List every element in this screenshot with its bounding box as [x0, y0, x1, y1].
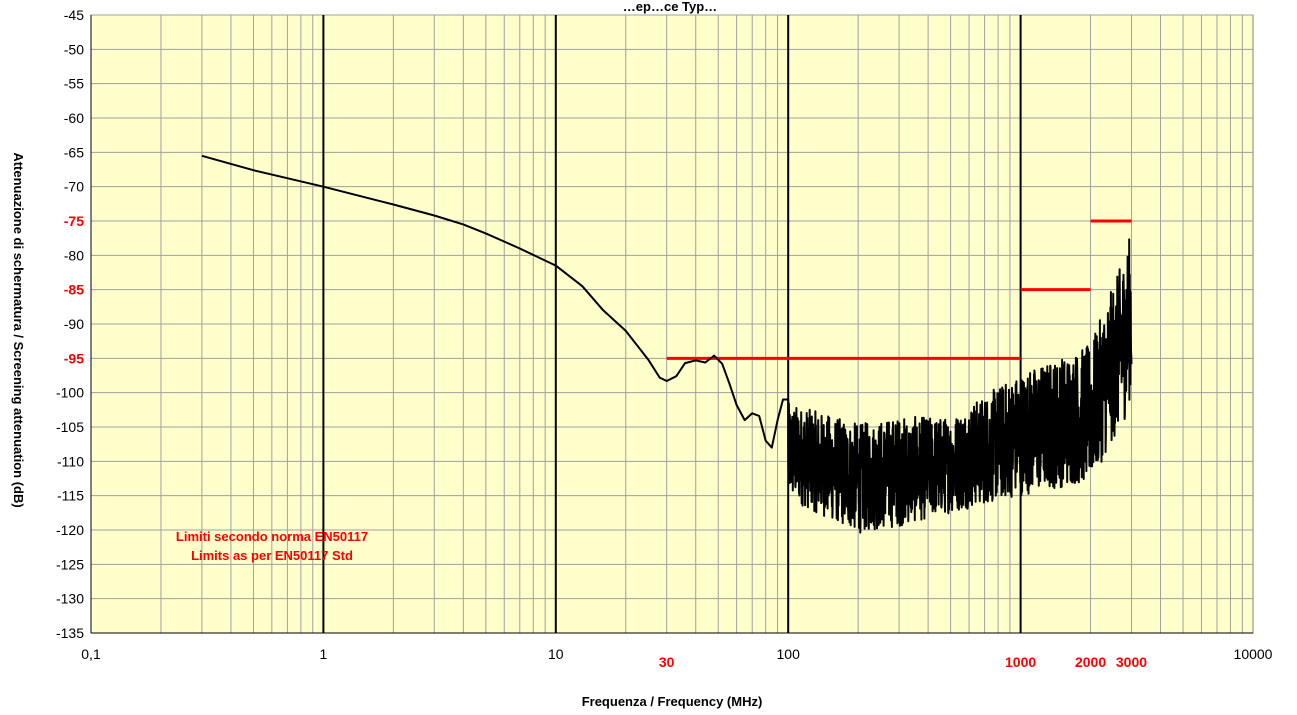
y-tick-label: -65 — [64, 144, 84, 160]
x-tick-label: 2000 — [1075, 654, 1106, 670]
y-tick-label: -135 — [56, 625, 84, 641]
y-tick-labels: -45 -50 -55 -60 -65 -70 -75 -80 -85 -90 -95 -100 -10… — [56, 7, 84, 641]
y-tick-label: -105 — [56, 419, 84, 435]
x-tick-label: 1000 — [1005, 654, 1036, 670]
x-tick-label: 0,1 — [81, 646, 101, 662]
annotation-line-1: Limiti secondo norma EN50117 — [176, 529, 368, 544]
x-tick-label: 3000 — [1116, 654, 1147, 670]
y-tick-label: -130 — [56, 591, 84, 607]
y-tick-label: -110 — [57, 453, 84, 469]
y-tick-label: -115 — [57, 488, 84, 504]
x-axis-title: Frequenza / Frequency (MHz) — [582, 694, 763, 709]
y-axis-title: Attenuazione di schermatura / Screening … — [11, 152, 26, 507]
y-tick-label: -125 — [56, 556, 84, 572]
x-tick-label: 10 — [548, 646, 564, 662]
y-tick-label: -60 — [64, 110, 84, 126]
series-line — [201, 154, 1133, 534]
x-tick-label: 30 — [659, 654, 675, 670]
y-tick-label: -75 — [64, 213, 84, 229]
y-tick-label: -50 — [64, 41, 84, 57]
x-tick-label: 10000 — [1234, 646, 1273, 662]
x-tick-label: 100 — [777, 646, 801, 662]
y-tick-label: -45 — [64, 7, 84, 23]
chart-title: …ep…ce Typ… — [623, 0, 717, 14]
y-tick-label: -80 — [64, 247, 84, 263]
y-tick-label: -90 — [64, 316, 84, 332]
y-tick-label: -120 — [56, 522, 84, 538]
x-tick-labels: 0,1 1 10 30 100 1000 2000 3000 10000 — [81, 646, 1272, 670]
limit-lines — [666, 219, 1132, 360]
x-tick-label: 1 — [320, 646, 328, 662]
y-tick-label: -55 — [64, 76, 84, 92]
annotation-line-2: Limits as per EN50117 Std — [191, 548, 353, 563]
y-tick-label: -100 — [56, 385, 84, 401]
y-tick-label: -70 — [64, 179, 84, 195]
y-tick-label: -95 — [64, 350, 84, 366]
y-tick-label: -85 — [64, 282, 84, 298]
